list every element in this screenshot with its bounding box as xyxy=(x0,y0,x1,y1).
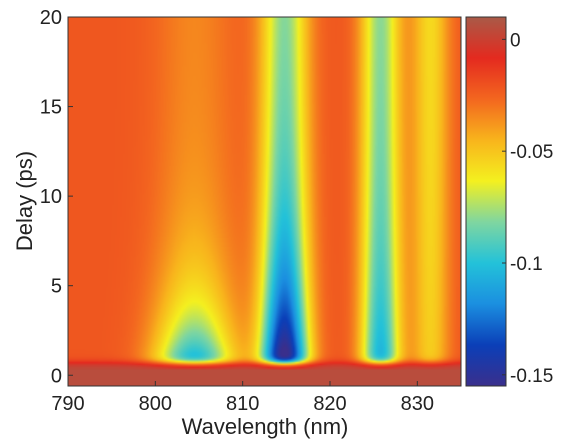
x-axis-label: Wavelength (nm) xyxy=(182,414,349,439)
plot-area xyxy=(67,16,462,387)
colorbar: 0 -0.05 -0.1 -0.15 xyxy=(465,16,553,387)
colorbar-tick-label: -0.1 xyxy=(510,254,543,275)
y-axis: 0 5 10 15 20 xyxy=(40,7,73,387)
colorbar-ticks: 0 -0.05 -0.1 -0.15 xyxy=(502,30,553,387)
y-tick-label: 20 xyxy=(40,7,62,29)
colorbar-frame xyxy=(465,16,507,387)
colorbar-tick-label: 0 xyxy=(510,30,521,51)
colorbar-tick-label: -0.05 xyxy=(510,142,553,163)
x-tick-label: 800 xyxy=(139,393,172,415)
colorbar-tick-label: -0.15 xyxy=(510,366,553,387)
colorbar-fill xyxy=(466,17,506,386)
plot-frame xyxy=(67,16,462,387)
x-axis: 790 800 810 820 830 xyxy=(51,381,434,415)
x-tick-label: 830 xyxy=(401,393,434,415)
x-tick-label: 810 xyxy=(226,393,259,415)
y-axis-label: Delay (ps) xyxy=(12,151,37,251)
y-tick-label: 0 xyxy=(51,365,62,387)
y-tick-label: 5 xyxy=(51,276,62,298)
y-tick-label: 10 xyxy=(40,186,62,208)
x-tick-label: 820 xyxy=(313,393,346,415)
y-tick-label: 15 xyxy=(40,97,62,119)
x-tick-label: 790 xyxy=(51,393,84,415)
heatmap-image xyxy=(68,17,461,386)
